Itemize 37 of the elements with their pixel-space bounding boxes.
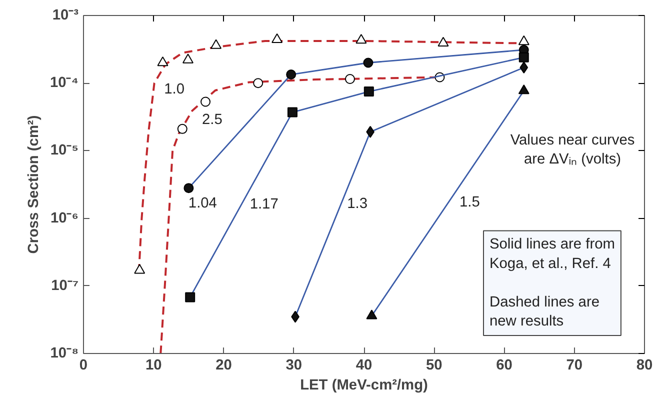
- x-tick-label: 80: [636, 358, 653, 374]
- series-label: 2.5: [202, 112, 222, 128]
- y-tick-label: 10⁻³: [52, 8, 79, 24]
- point: [438, 36, 449, 47]
- point: [157, 56, 168, 66]
- point: [344, 74, 355, 84]
- text: Solid lines are from Koga, et al., Ref. 4 Dashed lines are new results: [490, 236, 615, 330]
- x-axis-title: LET (MeV-cm²/mg): [300, 378, 428, 394]
- y-axis-title: Cross Section (cm²): [26, 115, 42, 254]
- y-tick-label: 10⁻⁸: [50, 346, 79, 362]
- point: [356, 34, 367, 44]
- x-tick-label: 50: [426, 358, 442, 374]
- point: [272, 33, 283, 43]
- series-label: 1.0: [164, 82, 185, 98]
- y-tick-label: 10⁻⁴: [50, 75, 79, 92]
- point: [518, 35, 530, 46]
- point: [210, 39, 222, 49]
- series-label: 1.17: [250, 196, 278, 213]
- point: [200, 96, 211, 107]
- series-label: 1.04: [188, 196, 217, 212]
- series-label: 1.3: [347, 196, 368, 212]
- y-tick-label: 10⁻⁷: [51, 278, 79, 294]
- series-label: 1.5: [460, 194, 480, 210]
- point: [182, 54, 194, 64]
- point: [134, 264, 146, 274]
- point: [177, 124, 188, 134]
- point: [253, 78, 264, 88]
- x-tick-label: 30: [286, 358, 302, 374]
- x-tick-label: 60: [496, 358, 512, 374]
- x-tick-label: 20: [216, 358, 232, 374]
- annotation: Values near curves are ΔVᵢₙ (volts): [510, 132, 635, 168]
- y-tick-label: 10⁻⁶: [50, 210, 79, 226]
- x-tick-label: 40: [356, 358, 372, 374]
- x-tick-label: 10: [145, 358, 162, 374]
- x-tick-label: 0: [79, 358, 88, 374]
- x-tick-label: 70: [566, 358, 583, 374]
- y-tick-label: 10⁻⁵: [50, 142, 78, 159]
